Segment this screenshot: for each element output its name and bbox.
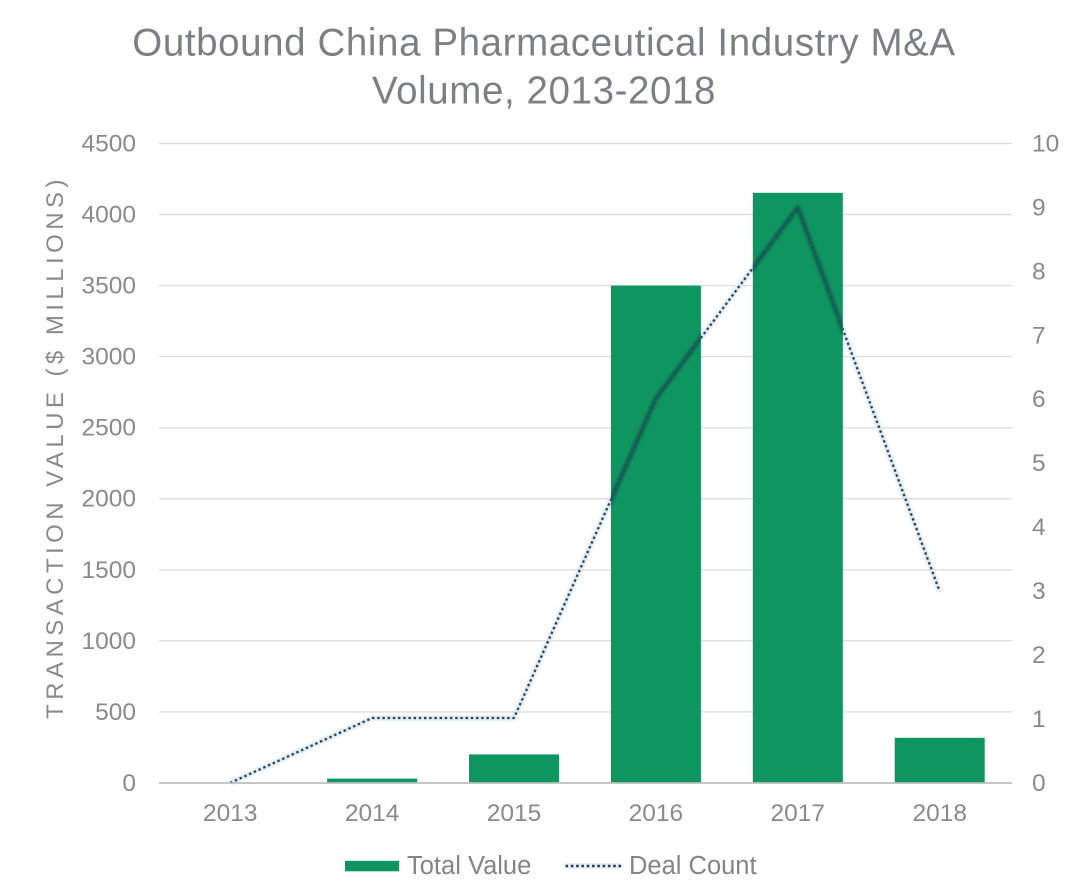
svg-text:6: 6 (1032, 386, 1046, 413)
svg-text:TRANSACTION VALUE ($ MILLIONS): TRANSACTION VALUE ($ MILLIONS) (42, 175, 69, 719)
svg-text:4000: 4000 (81, 202, 136, 229)
svg-text:3500: 3500 (81, 273, 136, 300)
svg-text:8: 8 (1032, 258, 1046, 285)
svg-text:4500: 4500 (81, 131, 136, 158)
svg-text:Deal Count: Deal Count (629, 852, 757, 880)
svg-text:3: 3 (1032, 578, 1046, 605)
svg-text:1000: 1000 (81, 628, 136, 655)
svg-text:1500: 1500 (81, 557, 136, 584)
svg-text:2018: 2018 (912, 800, 967, 827)
svg-text:2013: 2013 (203, 800, 258, 827)
svg-text:2014: 2014 (345, 800, 400, 827)
svg-text:Volume, 2013-2018: Volume, 2013-2018 (372, 70, 716, 113)
svg-text:Total Value: Total Value (407, 852, 531, 880)
svg-text:2016: 2016 (629, 800, 684, 827)
svg-text:3000: 3000 (81, 344, 136, 371)
svg-text:10: 10 (1032, 131, 1059, 158)
svg-text:4: 4 (1032, 514, 1046, 541)
svg-text:Outbound China Pharmaceutical: Outbound China Pharmaceutical Industry M… (132, 22, 955, 65)
svg-text:9: 9 (1032, 194, 1046, 221)
svg-text:7: 7 (1032, 322, 1046, 349)
svg-text:2: 2 (1032, 642, 1046, 669)
svg-text:2500: 2500 (81, 415, 136, 442)
svg-text:500: 500 (95, 699, 136, 726)
svg-text:1: 1 (1032, 706, 1046, 733)
svg-text:2015: 2015 (487, 800, 542, 827)
svg-text:2017: 2017 (771, 800, 826, 827)
svg-text:2000: 2000 (81, 486, 136, 513)
svg-text:0: 0 (122, 770, 136, 797)
svg-text:0: 0 (1032, 770, 1046, 797)
svg-text:5: 5 (1032, 450, 1046, 477)
